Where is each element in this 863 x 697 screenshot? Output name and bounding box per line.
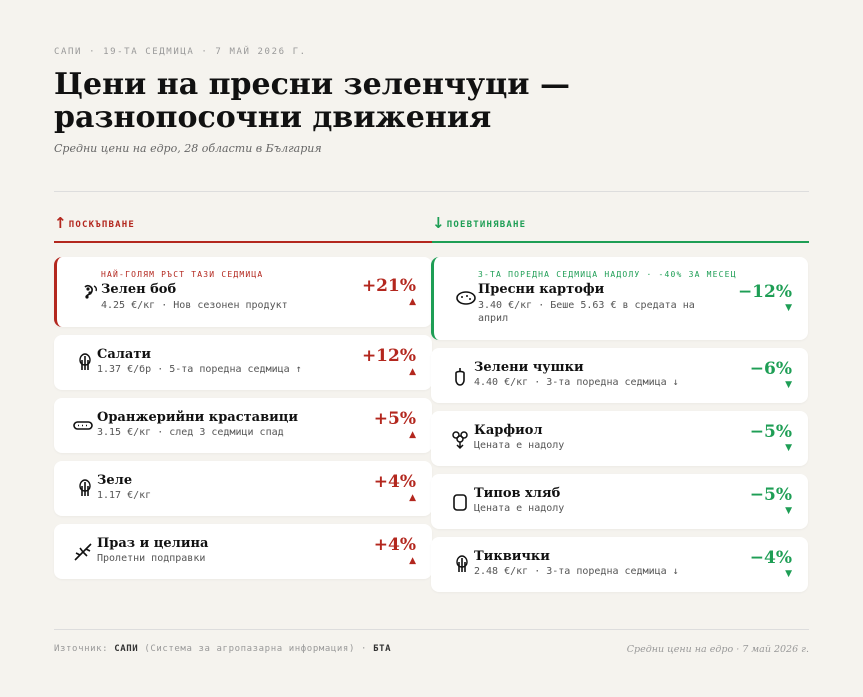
source-description: (Система за агропазарна информация): [144, 644, 355, 654]
footer-note: Средни цени на едро · 7 май 2026 г.: [626, 644, 809, 655]
triangle-down-icon: ▼: [785, 506, 792, 516]
change-percent: −5%: [749, 485, 792, 505]
arrow-down-icon: ↓: [432, 214, 446, 232]
triangle-up-icon: ▲: [409, 367, 416, 377]
product-name: Зелен боб: [101, 282, 177, 297]
triangle-down-icon: ▼: [785, 380, 792, 390]
product-meta: 4.40 €/кг · 3-та поредна седмица ↓: [474, 377, 679, 388]
potato-icon: [456, 291, 476, 305]
price-card-cauliflower[interactable]: Карфиол Цената е надолу −5% ▼: [431, 411, 808, 466]
card-tag: 3-ТА ПОРЕДНА СЕДМИЦА НАДОЛУ · -40% ЗА МЕ…: [478, 270, 737, 279]
kicker: САПИ · 19-ТА СЕДМИЦА · 7 МАЙ 2026 Г.: [54, 47, 307, 57]
arrow-up-icon: ↑: [54, 214, 68, 232]
price-card-green-peppers[interactable]: Зелени чушки 4.40 €/кг · 3-та поредна се…: [431, 348, 808, 403]
page-subtitle: Средни цени на едро, 28 области в Българ…: [54, 142, 322, 155]
product-name: Пресни картофи: [478, 282, 605, 297]
product-meta: 4.25 €/кг · Нов сезонен продукт: [101, 300, 288, 311]
price-card-lettuce[interactable]: Салати 1.37 €/бр · 5-та поредна седмица …: [54, 335, 432, 390]
price-card-cabbage[interactable]: Зеле 1.17 €/кг +4% ▲: [54, 461, 432, 516]
top-divider: [54, 191, 809, 192]
change-percent: −5%: [749, 422, 792, 442]
triangle-up-icon: ▲: [409, 556, 416, 566]
triangle-up-icon: ▲: [409, 297, 416, 307]
product-meta: Пролетни подправки: [97, 553, 206, 564]
product-name: Карфиол: [474, 423, 543, 438]
change-percent: −4%: [749, 548, 792, 568]
source-prefix: Източник:: [54, 644, 109, 654]
change-percent: +12%: [361, 346, 416, 366]
product-meta: 2.48 €/кг · 3-та поредна седмица ↓: [474, 566, 679, 577]
product-meta: Цената е надолу: [474, 503, 565, 514]
change-percent: +4%: [373, 535, 416, 555]
source-name: САПИ: [114, 644, 139, 654]
cucumber-icon: [73, 421, 93, 430]
price-card-leek-celery[interactable]: Праз и целина Пролетни подправки +4% ▲: [54, 524, 432, 579]
product-name: Оранжерийни краставици: [97, 410, 299, 425]
change-percent: +5%: [373, 409, 416, 429]
card-tag: НАЙ-ГОЛЯМ РЪСТ ТАЗИ СЕДМИЦА: [101, 270, 264, 279]
product-meta: 3.15 €/кг · след 3 седмици спад: [97, 427, 284, 438]
bread-icon: [453, 494, 467, 511]
change-percent: +21%: [361, 276, 416, 296]
source-separator: ·: [361, 644, 368, 654]
product-name: Салати: [97, 347, 152, 362]
source-name-secondary: БТА: [373, 644, 392, 654]
product-name: Тиквички: [474, 549, 550, 564]
change-percent: −12%: [737, 282, 792, 302]
price-card-cucumbers[interactable]: Оранжерийни краставици 3.15 €/кг · след …: [54, 398, 432, 453]
herbs-icon: [74, 543, 92, 561]
price-card-new-potatoes[interactable]: 3-ТА ПОРЕДНА СЕДМИЦА НАДОЛУ · -40% ЗА МЕ…: [431, 257, 808, 340]
triangle-up-icon: ▲: [409, 430, 416, 440]
product-meta-continued: април: [478, 313, 509, 324]
product-name: Типов хляб: [474, 486, 561, 501]
product-meta: 1.37 €/бр · 5-та поредна седмица ↑: [97, 364, 302, 375]
pepper-icon: [455, 368, 465, 386]
triangle-down-icon: ▼: [785, 569, 792, 579]
cabbage-icon: [79, 479, 91, 496]
product-meta: 3.40 €/кг · Беше 5.63 € в средата на: [478, 300, 695, 311]
price-card-green-beans[interactable]: НАЙ-ГОЛЯМ РЪСТ ТАЗИ СЕДМИЦА Зелен боб 4.…: [54, 257, 432, 327]
bottom-divider: [54, 629, 809, 630]
bean-icon: [84, 284, 98, 299]
price-card-zucchini[interactable]: Тиквички 2.48 €/кг · 3-та поредна седмиц…: [431, 537, 808, 592]
column-header-down: ↓ПОЕВТИНЯВАНЕ: [432, 213, 809, 243]
change-percent: −6%: [749, 359, 792, 379]
change-percent: +4%: [373, 472, 416, 492]
product-meta: 1.17 €/кг: [97, 490, 152, 501]
triangle-up-icon: ▲: [409, 493, 416, 503]
lettuce-icon: [79, 353, 91, 370]
product-name: Зеле: [97, 473, 133, 488]
column-label-down: ПОЕВТИНЯВАНЕ: [446, 220, 527, 230]
cauliflower-icon: [452, 431, 468, 450]
zucchini-icon: [456, 555, 468, 572]
column-header-up: ↑ПОСКЪПВАНЕ: [54, 213, 432, 243]
product-name: Зелени чушки: [474, 360, 584, 375]
product-meta: Цената е надолу: [474, 440, 565, 451]
price-card-bread[interactable]: Типов хляб Цената е надолу −5% ▼: [431, 474, 808, 529]
source-note: Източник: САПИ (Система за агропазарна и…: [54, 644, 391, 654]
product-name: Праз и целина: [97, 536, 209, 551]
column-label-up: ПОСКЪПВАНЕ: [68, 220, 135, 230]
triangle-down-icon: ▼: [785, 303, 792, 313]
page-title: Цени на пресни зеленчуци — разнопосочни …: [54, 67, 570, 135]
triangle-down-icon: ▼: [785, 443, 792, 453]
